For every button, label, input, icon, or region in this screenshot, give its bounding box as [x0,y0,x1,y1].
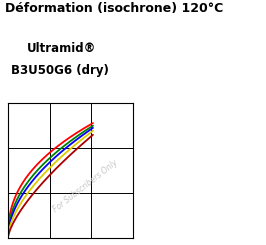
Text: For Subscribers Only: For Subscribers Only [52,159,119,214]
Text: Déformation (isochrone) 120°C: Déformation (isochrone) 120°C [5,2,223,15]
Text: B3U50G6 (dry): B3U50G6 (dry) [11,64,109,77]
Text: Ultramid®: Ultramid® [27,42,96,55]
